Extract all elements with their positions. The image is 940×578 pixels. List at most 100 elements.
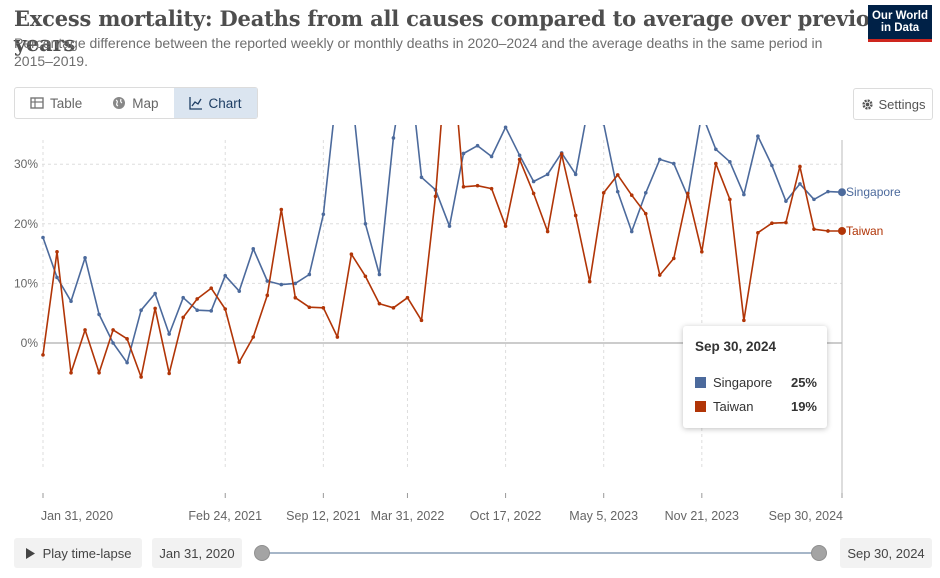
gear-icon	[861, 98, 873, 110]
data-point	[643, 191, 648, 195]
data-point	[714, 161, 718, 166]
x-tick-label: Nov 21, 2023	[665, 509, 739, 523]
data-point	[139, 375, 143, 379]
globe-icon	[113, 97, 126, 109]
data-point	[41, 235, 45, 240]
data-point	[223, 273, 228, 278]
data-point	[265, 279, 270, 283]
data-point	[433, 194, 438, 199]
data-point	[181, 315, 185, 320]
data-point	[545, 229, 550, 234]
data-point	[405, 295, 410, 300]
timeline-track[interactable]	[262, 552, 819, 554]
data-point	[209, 309, 214, 313]
y-tick-label: 20%	[14, 217, 38, 231]
data-point	[489, 186, 494, 191]
data-point	[587, 279, 592, 284]
data-point	[377, 272, 382, 277]
data-point	[237, 289, 242, 293]
data-point	[461, 151, 466, 156]
data-point	[419, 175, 424, 180]
data-point	[756, 230, 760, 235]
data-point	[111, 341, 115, 345]
data-point	[559, 152, 564, 156]
data-point	[503, 224, 508, 228]
data-point	[447, 224, 452, 228]
timeline-end-handle[interactable]	[811, 545, 827, 561]
tooltip-name: Singapore	[713, 375, 773, 390]
settings-label: Settings	[878, 96, 926, 112]
data-point	[728, 160, 732, 164]
data-point	[363, 274, 368, 279]
timeline-start-handle[interactable]	[254, 545, 270, 561]
data-point	[475, 183, 480, 188]
data-point	[167, 371, 171, 376]
data-point	[770, 221, 774, 226]
data-point	[69, 371, 73, 375]
y-tick-label: 30%	[14, 157, 38, 171]
data-point	[770, 163, 774, 168]
tab-map-label: Map	[132, 95, 159, 111]
tooltip-name: Taiwan	[713, 399, 754, 414]
play-timelapse-button[interactable]: Play time-lapse	[14, 538, 142, 568]
play-label: Play time-lapse	[42, 545, 132, 561]
y-tick-label: 10%	[14, 276, 38, 290]
data-point	[812, 197, 816, 202]
data-point	[838, 188, 846, 197]
line-chart-icon	[188, 97, 202, 110]
chart-title: Excess mortality: Deaths from all causes…	[14, 6, 897, 56]
x-tick-label: Oct 17, 2022	[470, 509, 542, 523]
data-point	[307, 272, 312, 277]
data-point	[728, 197, 732, 202]
data-point	[279, 282, 284, 287]
data-point	[293, 281, 298, 286]
series-line-taiwan	[42, 125, 842, 378]
play-icon	[25, 547, 35, 559]
data-point	[293, 295, 298, 300]
data-point	[391, 136, 396, 140]
data-point	[265, 293, 270, 298]
data-point	[643, 211, 648, 216]
tab-table-label: Table	[50, 95, 83, 111]
data-point	[838, 226, 846, 235]
data-point	[657, 273, 662, 277]
data-point	[503, 125, 508, 130]
data-point	[531, 179, 536, 184]
data-point	[223, 307, 228, 311]
data-point	[784, 199, 788, 203]
data-point	[629, 229, 634, 234]
timeline-end-date[interactable]: Sep 30, 2024	[840, 538, 932, 568]
data-point	[671, 161, 676, 166]
data-point	[798, 182, 802, 186]
data-point	[391, 306, 396, 310]
x-tick-label: May 5, 2023	[569, 509, 638, 523]
data-point	[686, 191, 690, 196]
data-point	[55, 250, 59, 254]
data-point	[97, 312, 101, 317]
x-tick-label: Feb 24, 2021	[188, 509, 262, 523]
data-point	[41, 353, 45, 357]
data-point	[461, 185, 466, 189]
data-point	[139, 308, 143, 313]
data-point	[517, 157, 522, 162]
tab-chart[interactable]: Chart	[173, 88, 257, 118]
data-point	[798, 164, 802, 169]
data-point	[125, 337, 129, 341]
tab-map[interactable]: Map	[97, 88, 173, 118]
settings-button[interactable]: Settings	[853, 88, 933, 120]
data-point	[195, 308, 199, 313]
owid-logo[interactable]: Our World in Data	[868, 5, 932, 42]
data-point	[251, 335, 256, 339]
data-point	[615, 189, 620, 194]
data-point	[363, 222, 368, 226]
timeline-start-date[interactable]: Jan 31, 2020	[152, 538, 242, 568]
tooltip-row-taiwan: Taiwan 19%	[695, 399, 817, 414]
data-point	[629, 193, 634, 197]
view-tabs: Table Map Chart	[14, 87, 258, 119]
tab-table[interactable]: Table	[15, 88, 97, 118]
data-point	[321, 212, 326, 217]
data-point	[489, 154, 494, 159]
data-point	[153, 306, 157, 311]
data-point	[826, 189, 830, 194]
